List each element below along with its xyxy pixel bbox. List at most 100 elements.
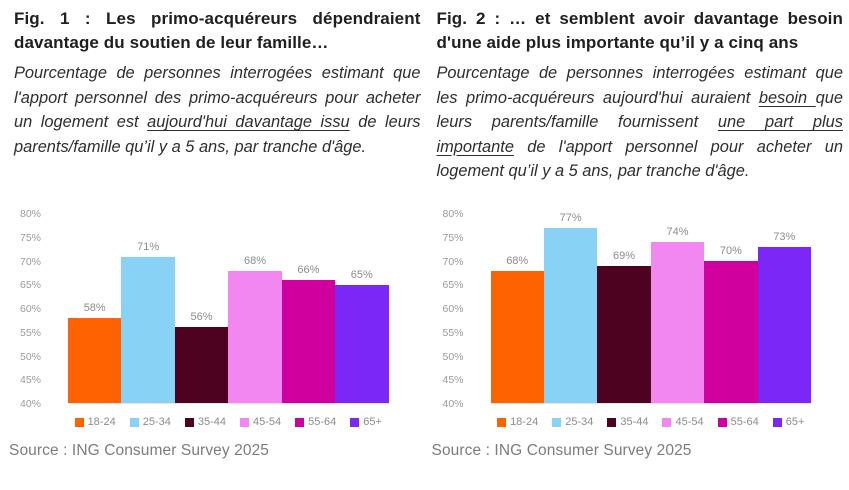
y-axis-tick-label: 50% [442, 350, 464, 363]
bar-value-label: 66% [297, 264, 320, 277]
legend-item-35-44: 35-44 [184, 416, 226, 428]
figure-1-legend: 18-24 25-34 35-44 45-54 55-64 65+ [14, 416, 421, 428]
legend-swatch-icon [772, 417, 782, 427]
bar-value-label: 77% [559, 212, 582, 225]
y-axis-tick-label: 75% [442, 231, 464, 244]
y-axis-tick-label: 60% [19, 303, 41, 315]
bar-value-label: 56% [190, 311, 213, 324]
bar-value-label: 65% [350, 268, 373, 281]
bar-35-44: 69% [597, 250, 651, 403]
bar-18-24: 68% [490, 255, 544, 403]
bar-18-24: 58% [68, 302, 122, 403]
figure-2-legend: 18-24 25-34 35-44 45-54 55-64 65+ [437, 416, 844, 428]
bar-value-label: 70% [719, 245, 742, 258]
figure-1-source-caption: Source : ING Consumer Survey 2025 [9, 442, 270, 459]
legend-swatch-icon [717, 417, 727, 427]
legend-label: 45-54 [675, 416, 704, 428]
legend-swatch-icon [239, 417, 249, 427]
legend-swatch-icon [607, 417, 617, 427]
legend-label: 55-64 [730, 416, 759, 428]
description-underlined-segment: une part plus importante [436, 113, 844, 156]
description-segment: Pourcentage de personnes interrogées est… [14, 64, 421, 131]
legend-swatch-icon [184, 417, 194, 427]
y-axis-tick-label: 45% [19, 374, 41, 387]
legend-item-65+: 65+ [772, 416, 805, 428]
report-figures-page: Fig. 1 : Les primo-acquéreurs dépendraie… [9, 7, 844, 460]
legend-swatch-icon [662, 417, 672, 427]
legend-label: 18-24 [87, 416, 116, 428]
bar-65+: 73% [757, 231, 812, 403]
figure-1: Fig. 1 : Les primo-acquéreurs dépendraie… [9, 7, 421, 460]
legend-label: 25-34 [142, 416, 171, 428]
figure-2-bar-chart: 80% 75% 70% 65% 60% 55% 50% 45% 40% 68% 77% 69% 74%… [437, 208, 844, 410]
y-axis-tick-label: 55% [442, 326, 464, 339]
y-axis-tick-label: 75% [19, 231, 41, 244]
bar-value-label: 68% [243, 254, 266, 267]
bar-35-44: 56% [174, 311, 229, 403]
figure-2-y-axis: 80% 75% 70% 65% 60% 55% 50% 45% 40% [437, 208, 491, 410]
y-axis-tick-label: 45% [442, 374, 464, 387]
legend-label: 35-44 [197, 416, 226, 428]
description-segment: que leurs parents/famille fournissent [436, 88, 844, 132]
bar-55-64: 66% [281, 264, 336, 403]
bar-value-label: 68% [506, 254, 529, 267]
legend-swatch-icon [74, 417, 84, 427]
legend-item-55-64: 55-64 [717, 416, 759, 428]
description-segment: de leurs parents/famille qu’il y a 5 ans… [14, 113, 421, 156]
figure-2-description: Pourcentage de personnes interrogées est… [437, 61, 844, 212]
legend-label: 55-64 [308, 416, 337, 428]
legend-label: 35-44 [620, 416, 649, 428]
description-segment: Pourcentage de personnes interrogées est… [436, 64, 844, 107]
legend-label: 65+ [785, 416, 805, 428]
figure-1-plot-area: 58% 71% 56% 68% 66% 65% [68, 214, 389, 404]
bar-value-label: 74% [666, 226, 689, 239]
legend-swatch-icon [350, 417, 360, 427]
legend-item-55-64: 55-64 [295, 416, 336, 428]
description-segment: de l'apport personnel pour acheter un lo… [436, 137, 844, 181]
bar-55-64: 70% [704, 245, 758, 403]
bar-65+: 65% [335, 269, 389, 403]
figure-2-plot-area: 68% 77% 69% 74% 70% 73% [490, 212, 812, 404]
figure-1-title: Fig. 1 : Les primo-acquéreurs dépendraie… [14, 9, 421, 52]
bar-45-54: 74% [650, 226, 705, 403]
legend-swatch-icon [295, 417, 305, 427]
legend-item-45-54: 45-54 [239, 416, 282, 428]
figure-2-title: Fig. 2 : … et semblent avoir davantage b… [436, 9, 843, 52]
legend-item-25-34: 25-34 [129, 416, 171, 428]
legend-label: 45-54 [252, 416, 282, 428]
y-axis-tick-label: 80% [19, 208, 41, 220]
legend-swatch-icon [497, 417, 507, 427]
description-underlined-segment: besoin [758, 88, 816, 107]
legend-label: 25-34 [565, 416, 594, 428]
legend-item-65+: 65+ [350, 416, 382, 428]
legend-swatch-icon [129, 417, 139, 427]
figure-2: Fig. 2 : … et semblent avoir davantage b… [432, 7, 844, 460]
y-axis-tick-label: 40% [19, 398, 41, 410]
y-axis-tick-label: 80% [442, 208, 464, 220]
y-axis-tick-label: 50% [19, 350, 41, 363]
legend-item-18-24: 18-24 [74, 416, 116, 428]
y-axis-tick-label: 40% [442, 398, 464, 410]
figure-2-source-caption: Source : ING Consumer Survey 2025 [431, 442, 692, 459]
bar-value-label: 73% [773, 231, 796, 244]
description-underlined-segment: aujourd'hui davantage issu [147, 113, 350, 131]
legend-label: 18-24 [510, 416, 539, 428]
legend-item-25-34: 25-34 [552, 416, 593, 428]
legend-swatch-icon [552, 417, 562, 427]
y-axis-tick-label: 70% [442, 255, 464, 268]
figure-1-y-axis: 80% 75% 70% 65% 60% 55% 50% 45% 40% [14, 208, 68, 410]
bar-value-label: 58% [83, 301, 106, 314]
bar-25-34: 71% [121, 241, 175, 403]
figure-1-description: Pourcentage de personnes interrogées est… [14, 61, 421, 212]
y-axis-tick-label: 55% [19, 326, 41, 339]
figure-1-bar-chart: 80% 75% 70% 65% 60% 55% 50% 45% 40% 58% 71% 56% 68%… [14, 208, 421, 410]
bar-value-label: 71% [137, 240, 160, 253]
legend-item-35-44: 35-44 [607, 416, 648, 428]
y-axis-tick-label: 70% [19, 255, 41, 268]
legend-item-18-24: 18-24 [497, 416, 538, 428]
bar-value-label: 69% [613, 249, 636, 262]
y-axis-tick-label: 60% [442, 303, 464, 315]
bar-45-54: 68% [228, 255, 282, 403]
legend-label: 65+ [363, 416, 382, 428]
bar-25-34: 77% [543, 212, 598, 403]
